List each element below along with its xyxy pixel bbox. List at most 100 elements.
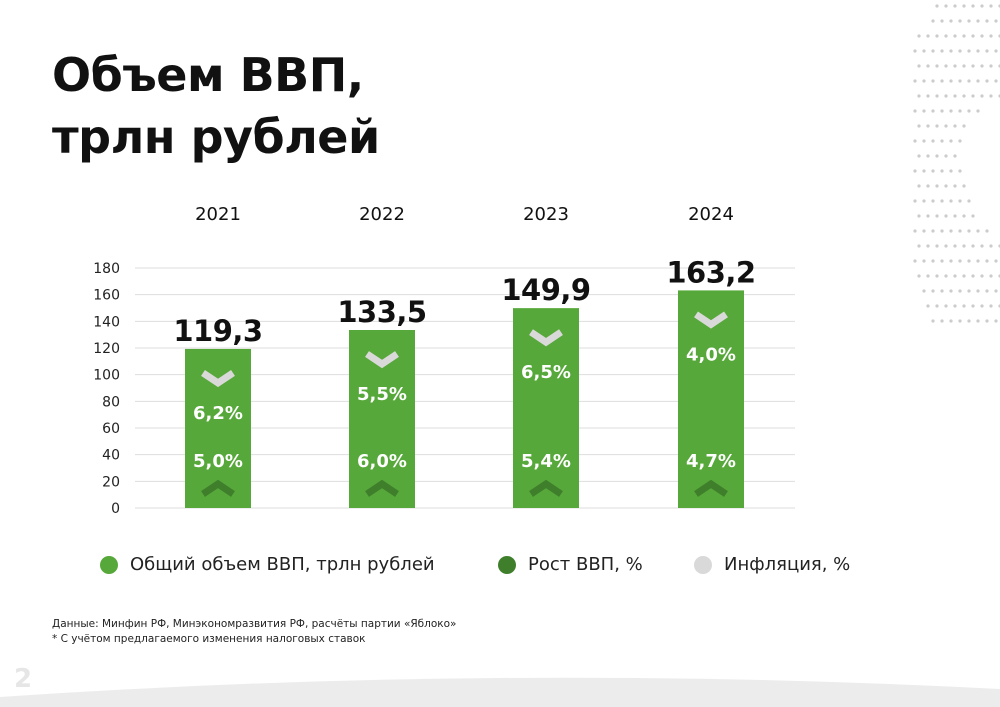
decorative-dot (958, 199, 962, 203)
decorative-dot (931, 49, 935, 53)
decorative-dot (931, 19, 935, 23)
decorative-dot (949, 79, 953, 83)
decorative-dot (976, 49, 980, 53)
decorative-dot (944, 124, 948, 128)
decorative-dot (926, 184, 930, 188)
y-tick-label-0: 0 (111, 501, 120, 517)
decorative-dot (980, 34, 984, 38)
decorative-dot (967, 259, 971, 263)
legend-label-gdp-volume: Общий объем ВВП, трлн рублей (130, 554, 435, 575)
decorative-dot (940, 259, 944, 263)
source-note: Данные: Минфин РФ, Минэкономразвития РФ,… (52, 618, 457, 630)
y-tick-label-40: 40 (102, 448, 120, 464)
decorative-dot (917, 274, 921, 278)
decorative-dot (926, 304, 930, 308)
growth-chevron-2021 (201, 479, 235, 497)
decorative-dot (949, 19, 953, 23)
decorative-dot (949, 169, 953, 173)
source-footnotes: Данные: Минфин РФ, Минэкономразвития РФ,… (52, 617, 456, 647)
category-label-2024: 2024 (688, 204, 734, 225)
decorative-dot (944, 214, 948, 218)
decorative-dot (935, 4, 939, 8)
decorative-dot (962, 304, 966, 308)
decorative-dot (931, 229, 935, 233)
inflation-label-2022: 5,5% (357, 384, 407, 405)
y-tick-label-20: 20 (102, 474, 120, 490)
legend-swatch-gdp-volume (100, 555, 118, 574)
decorative-dot (953, 124, 957, 128)
y-tick-label-60: 60 (102, 421, 120, 437)
decorative-dot (935, 184, 939, 188)
tax-footnote: * С учётом предлагаемого изменения налог… (52, 633, 366, 645)
y-tick-label-180: 180 (93, 261, 120, 277)
decorative-dot (944, 34, 948, 38)
decorative-dot (926, 64, 930, 68)
decorative-dot (967, 49, 971, 53)
decorative-dot (949, 319, 953, 323)
legend-label-gdp-growth: Рост ВВП, % (528, 554, 643, 575)
decorative-dot (971, 94, 975, 98)
decorative-dot (935, 124, 939, 128)
decorative-dot (971, 244, 975, 248)
decorative-dot (967, 19, 971, 23)
legend-item-gdp-growth: Рост ВВП, % (498, 554, 643, 575)
decorative-dot (926, 214, 930, 218)
value-label-2024: 163,2 (666, 255, 755, 289)
growth-chevron-2024 (694, 479, 728, 497)
decorative-dot (949, 139, 953, 143)
decorative-dot (949, 49, 953, 53)
decorative-dot (976, 79, 980, 83)
growth-chevron-2023 (529, 479, 563, 497)
decorative-dot (944, 244, 948, 248)
decorative-dot (935, 304, 939, 308)
page-title-line-2: трлн рублей (52, 110, 380, 164)
bar-2022 (349, 330, 415, 508)
decorative-dot (962, 4, 966, 8)
value-label-2021: 119,3 (173, 314, 262, 348)
growth-label-2022: 6,0% (357, 451, 407, 472)
decorative-dot (913, 259, 917, 263)
decorative-dot (958, 259, 962, 263)
decorative-dot (931, 259, 935, 263)
decorative-dot (976, 19, 980, 23)
decorative-dot (931, 109, 935, 113)
decorative-dot (913, 49, 917, 53)
decorative-dot (944, 154, 948, 158)
growth-label-2021: 5,0% (193, 451, 243, 472)
decorative-dot (962, 184, 966, 188)
decorative-dot (967, 319, 971, 323)
decorative-bottom-arc (0, 677, 1000, 707)
decorative-dot (949, 199, 953, 203)
decorative-dot (967, 109, 971, 113)
decorative-dot (917, 154, 921, 158)
decorative-dot (949, 259, 953, 263)
decorative-dot (922, 49, 926, 53)
decorative-dot (940, 79, 944, 83)
decorative-dot (953, 4, 957, 8)
decorative-dot (944, 274, 948, 278)
decorative-dot (922, 79, 926, 83)
y-tick-label-160: 160 (93, 288, 120, 304)
decorative-dot (989, 94, 993, 98)
decorative-dot (953, 154, 957, 158)
decorative-dot (994, 49, 998, 53)
inflation-chevron-2022 (365, 351, 399, 369)
decorative-dot (994, 79, 998, 83)
decorative-dot (953, 274, 957, 278)
decorative-dot (913, 169, 917, 173)
decorative-dot (958, 319, 962, 323)
decorative-dot (985, 49, 989, 53)
decorative-dot (989, 244, 993, 248)
decorative-dot (985, 229, 989, 233)
chart-legend: Общий объем ВВП, трлн рублей Рост ВВП, %… (100, 554, 900, 580)
decorative-dot (976, 319, 980, 323)
decorative-dot (913, 199, 917, 203)
decorative-dot (980, 94, 984, 98)
decorative-dot (962, 34, 966, 38)
decorative-dot (971, 4, 975, 8)
decorative-dot (953, 214, 957, 218)
decorative-dot (935, 94, 939, 98)
inflation-label-2024: 4,0% (686, 344, 736, 365)
decorative-dot (971, 274, 975, 278)
decorative-dot (926, 34, 930, 38)
